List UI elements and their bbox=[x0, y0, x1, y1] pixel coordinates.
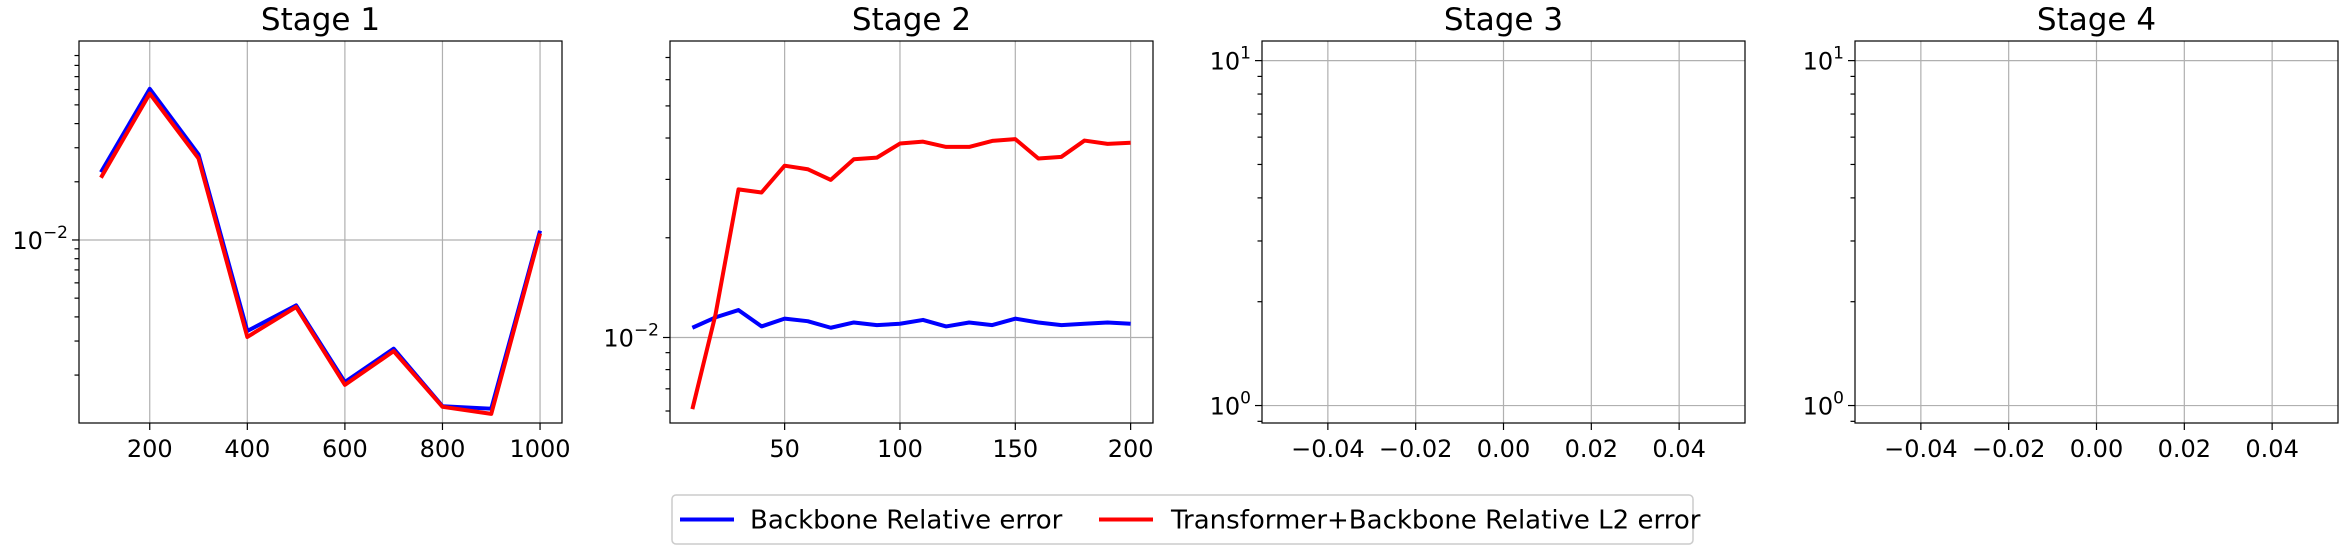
series-line-transformer-backbone bbox=[99, 91, 542, 416]
x-tick-label: 400 bbox=[224, 435, 270, 463]
x-tick-label: 150 bbox=[992, 435, 1038, 463]
x-tick-label: 0.00 bbox=[1477, 435, 1530, 463]
panel-title: Stage 2 bbox=[852, 2, 971, 38]
panel-stage-4: −0.04 −0.02 0.00 0.02 0.04 100 101 Stage 4 bbox=[1803, 2, 2339, 463]
x-tick-label: 600 bbox=[322, 435, 368, 463]
x-tick-label: 1000 bbox=[510, 435, 571, 463]
x-tick-label: 200 bbox=[127, 435, 173, 463]
axes-frame bbox=[78, 40, 563, 424]
x-tick-label: −0.04 bbox=[1884, 435, 1958, 463]
axes-frame bbox=[669, 40, 1154, 424]
series-line-backbone bbox=[99, 86, 542, 411]
x-tick-label: −0.04 bbox=[1291, 435, 1365, 463]
x-tick-label: 0.02 bbox=[2158, 435, 2211, 463]
y-tick-label: 100 bbox=[1210, 389, 1251, 421]
legend-label: Backbone Relative error bbox=[750, 506, 1063, 536]
x-tick-label: 0.04 bbox=[2245, 435, 2298, 463]
panel-title: Stage 4 bbox=[2037, 2, 2156, 38]
x-tick-label: 0.04 bbox=[1652, 435, 1705, 463]
legend-frame bbox=[671, 494, 1694, 545]
legend: Backbone Relative error Transformer+Backb… bbox=[671, 494, 1701, 545]
x-tick-label: 0.00 bbox=[2070, 435, 2123, 463]
series-line-backbone bbox=[691, 308, 1131, 330]
y-tick-label: 100 bbox=[1803, 389, 1844, 421]
x-tick-label: 100 bbox=[877, 435, 923, 463]
legend-label: Transformer+Backbone Relative L2 error bbox=[1170, 506, 1701, 536]
panel-stage-2: 50 100 150 200 10−2 Stage 2 bbox=[603, 2, 1154, 463]
y-tick-label: 101 bbox=[1210, 44, 1251, 76]
panel-stage-1: 200 400 600 800 1000 10−2 Stage 1 bbox=[12, 2, 570, 463]
x-tick-label: −0.02 bbox=[1379, 435, 1453, 463]
y-tick-label: 10−2 bbox=[12, 223, 68, 255]
series-line-transformer-backbone bbox=[690, 137, 1131, 410]
x-tick-label: −0.02 bbox=[1972, 435, 2046, 463]
panel-stage-3: −0.04 −0.02 0.00 0.02 0.04 100 101 Stage 3 bbox=[1210, 2, 1746, 463]
x-tick-label: 0.02 bbox=[1565, 435, 1618, 463]
panel-title: Stage 1 bbox=[261, 2, 380, 38]
y-tick-label: 101 bbox=[1803, 44, 1844, 76]
x-tick-label: 200 bbox=[1108, 435, 1154, 463]
x-tick-label: 50 bbox=[769, 435, 800, 463]
y-tick-label: 10−2 bbox=[603, 320, 659, 352]
panel-title: Stage 3 bbox=[1444, 2, 1563, 38]
x-tick-label: 800 bbox=[420, 435, 466, 463]
